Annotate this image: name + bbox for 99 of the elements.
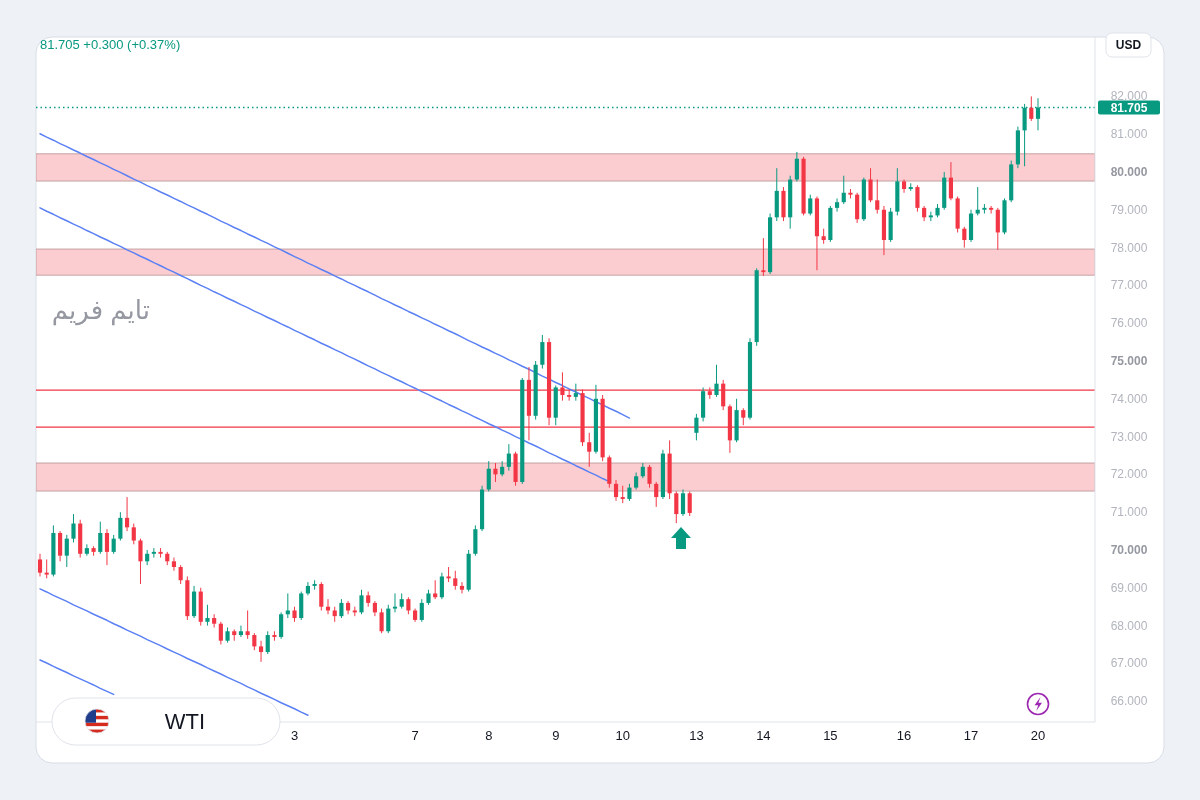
candlestick — [493, 462, 498, 483]
candlestick — [245, 609, 250, 640]
candlestick — [218, 621, 223, 645]
y-tick-label: 74.000 — [1110, 391, 1148, 406]
x-tick-label: 7 — [411, 727, 419, 743]
candlestick — [962, 226, 967, 249]
candlestick — [98, 521, 103, 555]
candlestick — [687, 490, 692, 517]
candlestick — [359, 589, 364, 615]
candlestick — [386, 604, 391, 634]
x-tick-label: 20 — [1030, 727, 1046, 743]
candlestick — [205, 604, 210, 627]
candlestick — [654, 481, 659, 508]
candlestick — [439, 572, 444, 600]
y-tick-label: 70.000 — [1110, 542, 1148, 557]
line-series — [39, 133, 631, 419]
candlestick — [1029, 95, 1034, 122]
candlestick — [64, 534, 69, 568]
candlestick — [540, 334, 545, 370]
y-tick-label: 66.000 — [1110, 694, 1148, 709]
candlestick — [58, 530, 63, 562]
candlestick — [647, 464, 652, 489]
x-tick-label: 3 — [290, 727, 299, 743]
candlestick — [714, 364, 719, 398]
candlestick — [486, 460, 491, 492]
candlestick — [151, 547, 156, 559]
candlestick — [674, 490, 679, 524]
candlestick — [379, 608, 384, 634]
line-series — [39, 588, 309, 716]
y-tick-label: 76.000 — [1110, 316, 1148, 331]
y-tick-label: 68.000 — [1110, 618, 1148, 633]
candlestick — [346, 600, 351, 615]
candlestick — [841, 175, 846, 205]
candlestick — [433, 579, 438, 600]
candlestick — [279, 611, 284, 640]
candlestick — [613, 479, 619, 502]
candlestick — [808, 194, 813, 216]
candlestick — [680, 489, 686, 517]
candlestick — [794, 151, 799, 182]
y-tick-label: 80.000 — [1110, 164, 1148, 179]
y-tick-label: 72.000 — [1110, 467, 1148, 482]
candlestick — [948, 161, 953, 201]
candlestick — [453, 570, 458, 591]
candlestick — [178, 564, 183, 585]
candlestick — [285, 592, 290, 619]
candlestick — [506, 443, 511, 472]
x-tick-label: 8 — [485, 727, 493, 743]
candlestick — [339, 598, 344, 619]
x-tick-label: 10 — [615, 727, 630, 743]
x-tick-label: 17 — [963, 727, 979, 743]
y-tick-label: 71.000 — [1110, 505, 1148, 520]
candlestick — [392, 592, 398, 613]
candlestick — [305, 581, 310, 596]
y-tick-label: 73.000 — [1110, 429, 1148, 444]
candlestick — [989, 205, 994, 215]
candlestick — [915, 184, 920, 213]
candlestick — [118, 511, 123, 542]
candlestick — [459, 581, 465, 594]
candlestick — [587, 432, 592, 468]
candlestick — [111, 534, 116, 555]
x-tick-label: 16 — [896, 727, 912, 743]
candlestick — [212, 613, 217, 628]
x-tick-label: 15 — [823, 727, 838, 743]
x-tick-label: 13 — [689, 727, 704, 743]
y-axis-title: USD — [1115, 38, 1142, 52]
candlestick — [995, 207, 1000, 251]
y-tick-label: 78.000 — [1110, 240, 1148, 255]
candlestick — [319, 581, 324, 611]
candlestick — [125, 496, 130, 532]
annotation: تایم فریم — [51, 295, 150, 326]
candlestick — [694, 413, 699, 441]
y-tick-label: 77.000 — [1110, 278, 1148, 293]
candlestick — [419, 598, 424, 623]
candlestick — [868, 167, 873, 203]
candlestick — [265, 630, 270, 655]
candlestick — [104, 528, 110, 566]
line-series — [39, 659, 115, 696]
candlestick — [37, 553, 43, 577]
candlestick — [84, 543, 89, 557]
chart-subtitle: 81.705 +0.300 (+0.37%) — [40, 36, 181, 52]
y-tick-label: 75.000 — [1110, 353, 1148, 368]
candlestick — [171, 557, 177, 572]
y-tick-label: 79.000 — [1110, 202, 1148, 217]
candlestick — [834, 197, 840, 213]
x-tick-label: 14 — [756, 727, 771, 743]
candlestick — [71, 513, 76, 543]
x-tick-label: 9 — [552, 727, 560, 743]
candlestick — [238, 625, 244, 638]
candlestick — [44, 558, 49, 579]
text: WTI — [164, 708, 206, 734]
candlestick — [975, 186, 980, 216]
y-tick-label: 69.000 — [1110, 580, 1148, 595]
candlestick — [258, 640, 264, 663]
y-tick-label: 67.000 — [1110, 656, 1148, 671]
candlestick — [131, 523, 136, 545]
candlestick — [761, 237, 766, 277]
candlestick — [875, 179, 880, 215]
candlestick — [138, 538, 143, 585]
y-tick-label: 81.000 — [1110, 127, 1148, 142]
